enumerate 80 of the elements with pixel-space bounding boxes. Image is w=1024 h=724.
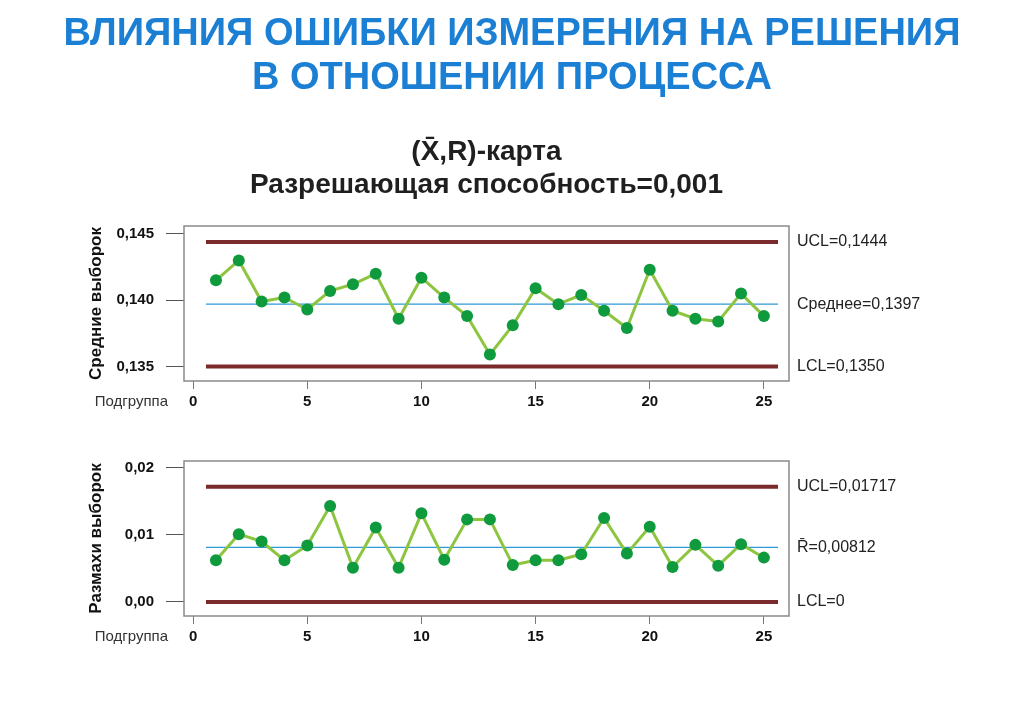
x-tick-label: 0 bbox=[188, 392, 198, 410]
point bbox=[757, 551, 770, 564]
x-axis-title: Подгруппа bbox=[94, 627, 169, 645]
point bbox=[324, 499, 337, 512]
point bbox=[278, 554, 291, 567]
point bbox=[529, 282, 542, 295]
point bbox=[301, 303, 314, 316]
point bbox=[209, 554, 222, 567]
x-tick-label: 20 bbox=[641, 627, 659, 645]
x-tick-label: 5 bbox=[303, 627, 312, 645]
point bbox=[278, 291, 291, 304]
point bbox=[346, 561, 359, 574]
point bbox=[438, 291, 451, 304]
ref-line-label: Среднее=0,1397 bbox=[797, 294, 921, 312]
point bbox=[598, 512, 611, 525]
x-tick-label: 10 bbox=[413, 627, 430, 645]
ref-line-label: UCL=0,01717 bbox=[797, 477, 897, 495]
point bbox=[232, 254, 245, 267]
point bbox=[712, 315, 725, 328]
x-tick-label: 5 bbox=[303, 392, 312, 410]
x-axis-title: Подгруппа bbox=[94, 392, 169, 410]
point bbox=[735, 538, 748, 551]
y-tick-label: 0,135 bbox=[116, 356, 154, 374]
point bbox=[529, 554, 542, 567]
point bbox=[438, 553, 451, 566]
point bbox=[324, 284, 337, 297]
point bbox=[757, 310, 770, 323]
point bbox=[735, 287, 748, 300]
point bbox=[643, 263, 656, 276]
chart-title: ВЛИЯНИЯ ОШИБКИ ИЗМЕРЕНИЯ НА РЕШЕНИЯ В ОТНОШЕНИИ ПРОЦЕССА bbox=[62, 10, 962, 98]
point bbox=[552, 298, 565, 311]
point bbox=[369, 267, 382, 280]
point bbox=[598, 304, 611, 317]
point bbox=[255, 295, 268, 308]
point bbox=[689, 312, 702, 325]
point bbox=[415, 507, 428, 520]
point bbox=[643, 520, 656, 533]
x-tick-label: 15 bbox=[527, 392, 544, 410]
point bbox=[552, 554, 565, 567]
x-tick-label: 20 bbox=[641, 392, 659, 410]
point bbox=[209, 274, 222, 287]
y-tick-label: 0,02 bbox=[124, 457, 154, 475]
point bbox=[483, 348, 496, 361]
point bbox=[392, 561, 405, 574]
point bbox=[483, 513, 496, 526]
point bbox=[575, 548, 588, 561]
x-tick-label: 0 bbox=[188, 627, 198, 645]
point bbox=[506, 319, 519, 332]
x-tick-label: 25 bbox=[755, 392, 773, 410]
point bbox=[689, 538, 702, 551]
y-axis-title: Размахи выборок bbox=[85, 462, 105, 614]
y-tick-label: 0,140 bbox=[116, 290, 154, 308]
ref-line-label: UCL=0,1444 bbox=[797, 232, 888, 250]
point bbox=[255, 535, 268, 548]
point bbox=[346, 278, 359, 291]
x-tick-label: 25 bbox=[755, 627, 773, 645]
point bbox=[666, 304, 679, 317]
chart-subtitle: (X̄,R)-карта Разрешающая способность=0,001 bbox=[248, 134, 724, 200]
y-axis-title: Средние выборок bbox=[85, 226, 105, 380]
point bbox=[575, 288, 588, 301]
point bbox=[232, 528, 245, 541]
x-tick-label: 10 bbox=[413, 392, 430, 410]
y-tick-label: 0,145 bbox=[116, 224, 154, 242]
point bbox=[392, 312, 405, 325]
point bbox=[620, 547, 633, 560]
point bbox=[461, 310, 474, 323]
point bbox=[620, 322, 633, 335]
point bbox=[666, 561, 679, 574]
point bbox=[369, 521, 382, 534]
y-tick-label: 0,01 bbox=[124, 524, 154, 542]
point bbox=[712, 559, 725, 572]
y-tick-label: 0,00 bbox=[124, 592, 154, 610]
point bbox=[415, 271, 428, 284]
x-tick-label: 15 bbox=[527, 627, 544, 645]
point bbox=[461, 513, 474, 526]
point bbox=[301, 539, 314, 552]
ref-line-label: LCL=0,1350 bbox=[797, 356, 885, 374]
ref-line-label: R̄=0,00812 bbox=[797, 537, 876, 555]
ref-line-label: LCL=0 bbox=[797, 592, 845, 610]
point bbox=[506, 559, 519, 571]
